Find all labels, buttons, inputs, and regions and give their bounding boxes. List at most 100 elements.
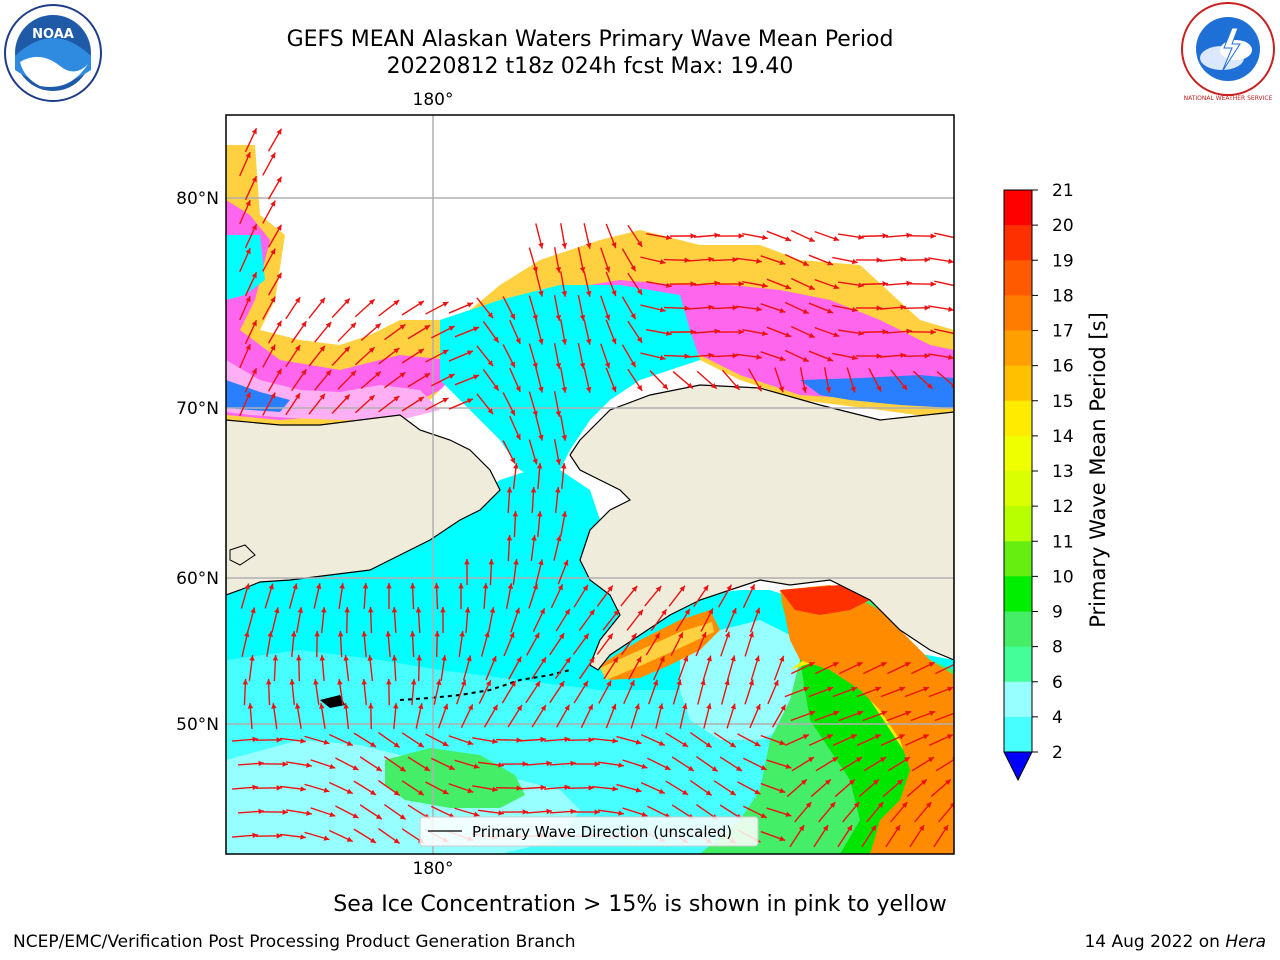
wave-arrowhead <box>393 396 400 402</box>
wave-arrow <box>934 712 954 722</box>
wave-arrowhead <box>346 740 353 746</box>
wave-arrowhead <box>629 680 635 687</box>
wave-arrowhead <box>467 787 474 794</box>
nws-logo-text: NATIONAL WEATHER SERVICE <box>1184 95 1273 102</box>
wave-arrowhead <box>291 631 297 637</box>
wave-arrowhead <box>587 704 593 711</box>
wave-arrowhead <box>251 320 257 327</box>
wave-arrowhead <box>948 354 954 360</box>
wave-arrowhead <box>738 233 744 239</box>
wave-arrowhead <box>703 585 709 592</box>
colorbar-tick-label: 11 <box>1052 532 1074 552</box>
wave-arrowhead <box>343 703 349 709</box>
wave-arrowhead <box>245 248 251 255</box>
wave-arrowhead <box>618 762 624 768</box>
wave-arrowhead <box>276 368 282 375</box>
wave-arrowhead <box>664 764 671 770</box>
wave-arrowhead <box>808 284 815 290</box>
wave-arrowhead <box>906 232 912 239</box>
wave-arrowhead <box>779 307 786 314</box>
wave-arrowhead <box>659 656 665 663</box>
yellow-fringe-kodiak <box>600 622 714 680</box>
wave-arrowhead <box>666 282 672 289</box>
wave-arrowhead <box>953 335 954 337</box>
wave-arrowhead <box>399 814 406 820</box>
wave-arrowhead <box>339 583 345 589</box>
wave-arrowhead <box>732 352 738 359</box>
wave-arrowhead <box>851 306 858 313</box>
lat-label-60: 60°N <box>176 569 219 589</box>
wave-arrowhead <box>473 326 480 332</box>
arctic-water-west <box>226 235 265 300</box>
wave-arrowhead <box>515 337 521 344</box>
wave-arrowhead <box>274 607 280 614</box>
wave-arrowhead <box>832 757 839 763</box>
wave-arrowhead <box>268 583 274 590</box>
wave-arrowhead <box>282 761 288 767</box>
wave-arrowhead <box>319 393 326 400</box>
wave-arrowhead <box>515 433 521 440</box>
wave-arrowhead <box>785 332 792 338</box>
wave-arrowhead <box>714 280 720 287</box>
wave-arrowhead <box>662 383 669 390</box>
wave-direction-arrows <box>231 127 954 848</box>
wave-arrowhead <box>808 662 815 668</box>
colorbar-tick-label: 19 <box>1052 251 1074 271</box>
wave-arrowhead <box>362 583 369 589</box>
wave-arrowhead <box>724 679 730 686</box>
wave-arrowhead <box>612 738 618 744</box>
wave-arrowhead <box>904 757 911 763</box>
wave-arrowhead <box>361 679 367 685</box>
colorbar-tick-label: 9 <box>1052 603 1063 623</box>
wave-arrowhead <box>802 734 809 740</box>
wave-arrowhead <box>833 236 840 242</box>
wave-arrowhead <box>579 362 586 369</box>
wave-arrowhead <box>636 336 643 343</box>
wave-arrowhead <box>516 656 522 663</box>
wave-arrowhead <box>487 408 494 415</box>
wave-arrowhead <box>682 789 689 795</box>
wave-arrowhead <box>785 284 792 290</box>
wave-arrowhead <box>833 710 840 716</box>
wave-arrowhead <box>424 325 431 331</box>
wave-arrowhead <box>512 511 519 517</box>
wave-arrowhead <box>314 631 320 637</box>
wave-arrowhead <box>538 434 544 441</box>
wave-arrowhead <box>460 679 467 686</box>
wave-arrowhead <box>881 710 888 716</box>
wave-arrowhead <box>242 679 249 685</box>
wave-arrowhead <box>850 734 857 740</box>
wave-arrowhead <box>928 757 935 763</box>
wave-arrowhead <box>953 287 954 289</box>
wave-arrowhead <box>270 344 276 351</box>
wave-arrowhead <box>851 686 858 692</box>
wave-arrowhead <box>251 128 257 135</box>
wave-arrowhead <box>858 234 864 240</box>
wave-arrowhead <box>418 703 424 710</box>
colorbar-tick-label: 17 <box>1052 322 1074 342</box>
colorbar-segment <box>1004 716 1032 753</box>
wave-arrowhead <box>493 384 499 391</box>
footer-credit: NCEP/EMC/Verification Post Processing Pr… <box>13 932 576 952</box>
wave-arrowhead <box>582 680 588 687</box>
wave-arrowhead <box>630 313 636 320</box>
wave-arrowhead <box>604 266 611 273</box>
wave-arrowhead <box>267 631 273 637</box>
wave-arrowhead <box>706 655 712 662</box>
wave-arrowhead <box>882 281 888 287</box>
wave-arrowhead <box>513 559 519 565</box>
wave-arrowhead <box>464 559 470 565</box>
colorbar-tick-label: 14 <box>1052 427 1074 447</box>
wave-arrowhead <box>510 680 516 687</box>
wave-arrowhead <box>555 411 562 417</box>
grid-lines <box>226 115 954 854</box>
wave-arrowhead <box>247 703 254 709</box>
wave-arrowhead <box>296 655 302 661</box>
wave-arrowhead <box>467 704 473 711</box>
wave-arrowhead <box>687 765 694 772</box>
wave-arrowhead <box>754 741 761 747</box>
wave-arrowhead <box>711 766 718 772</box>
wave-arrowhead <box>755 704 761 711</box>
wave-arrowhead <box>779 259 786 266</box>
wave-arrowhead <box>738 329 744 335</box>
